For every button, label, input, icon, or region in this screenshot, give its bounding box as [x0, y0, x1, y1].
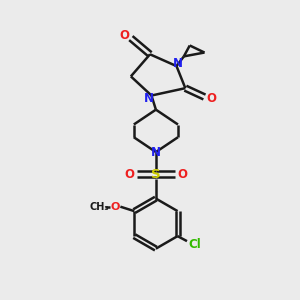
Text: CH₃: CH₃ [90, 202, 110, 212]
Text: O: O [124, 168, 134, 181]
Text: Cl: Cl [188, 238, 201, 250]
Text: O: O [177, 168, 188, 181]
Text: O: O [119, 29, 129, 42]
Text: N: N [151, 146, 161, 159]
Text: S: S [151, 168, 161, 181]
Text: N: N [144, 92, 154, 105]
Text: N: N [173, 57, 183, 70]
Text: O: O [110, 202, 120, 212]
Text: O: O [206, 92, 216, 105]
